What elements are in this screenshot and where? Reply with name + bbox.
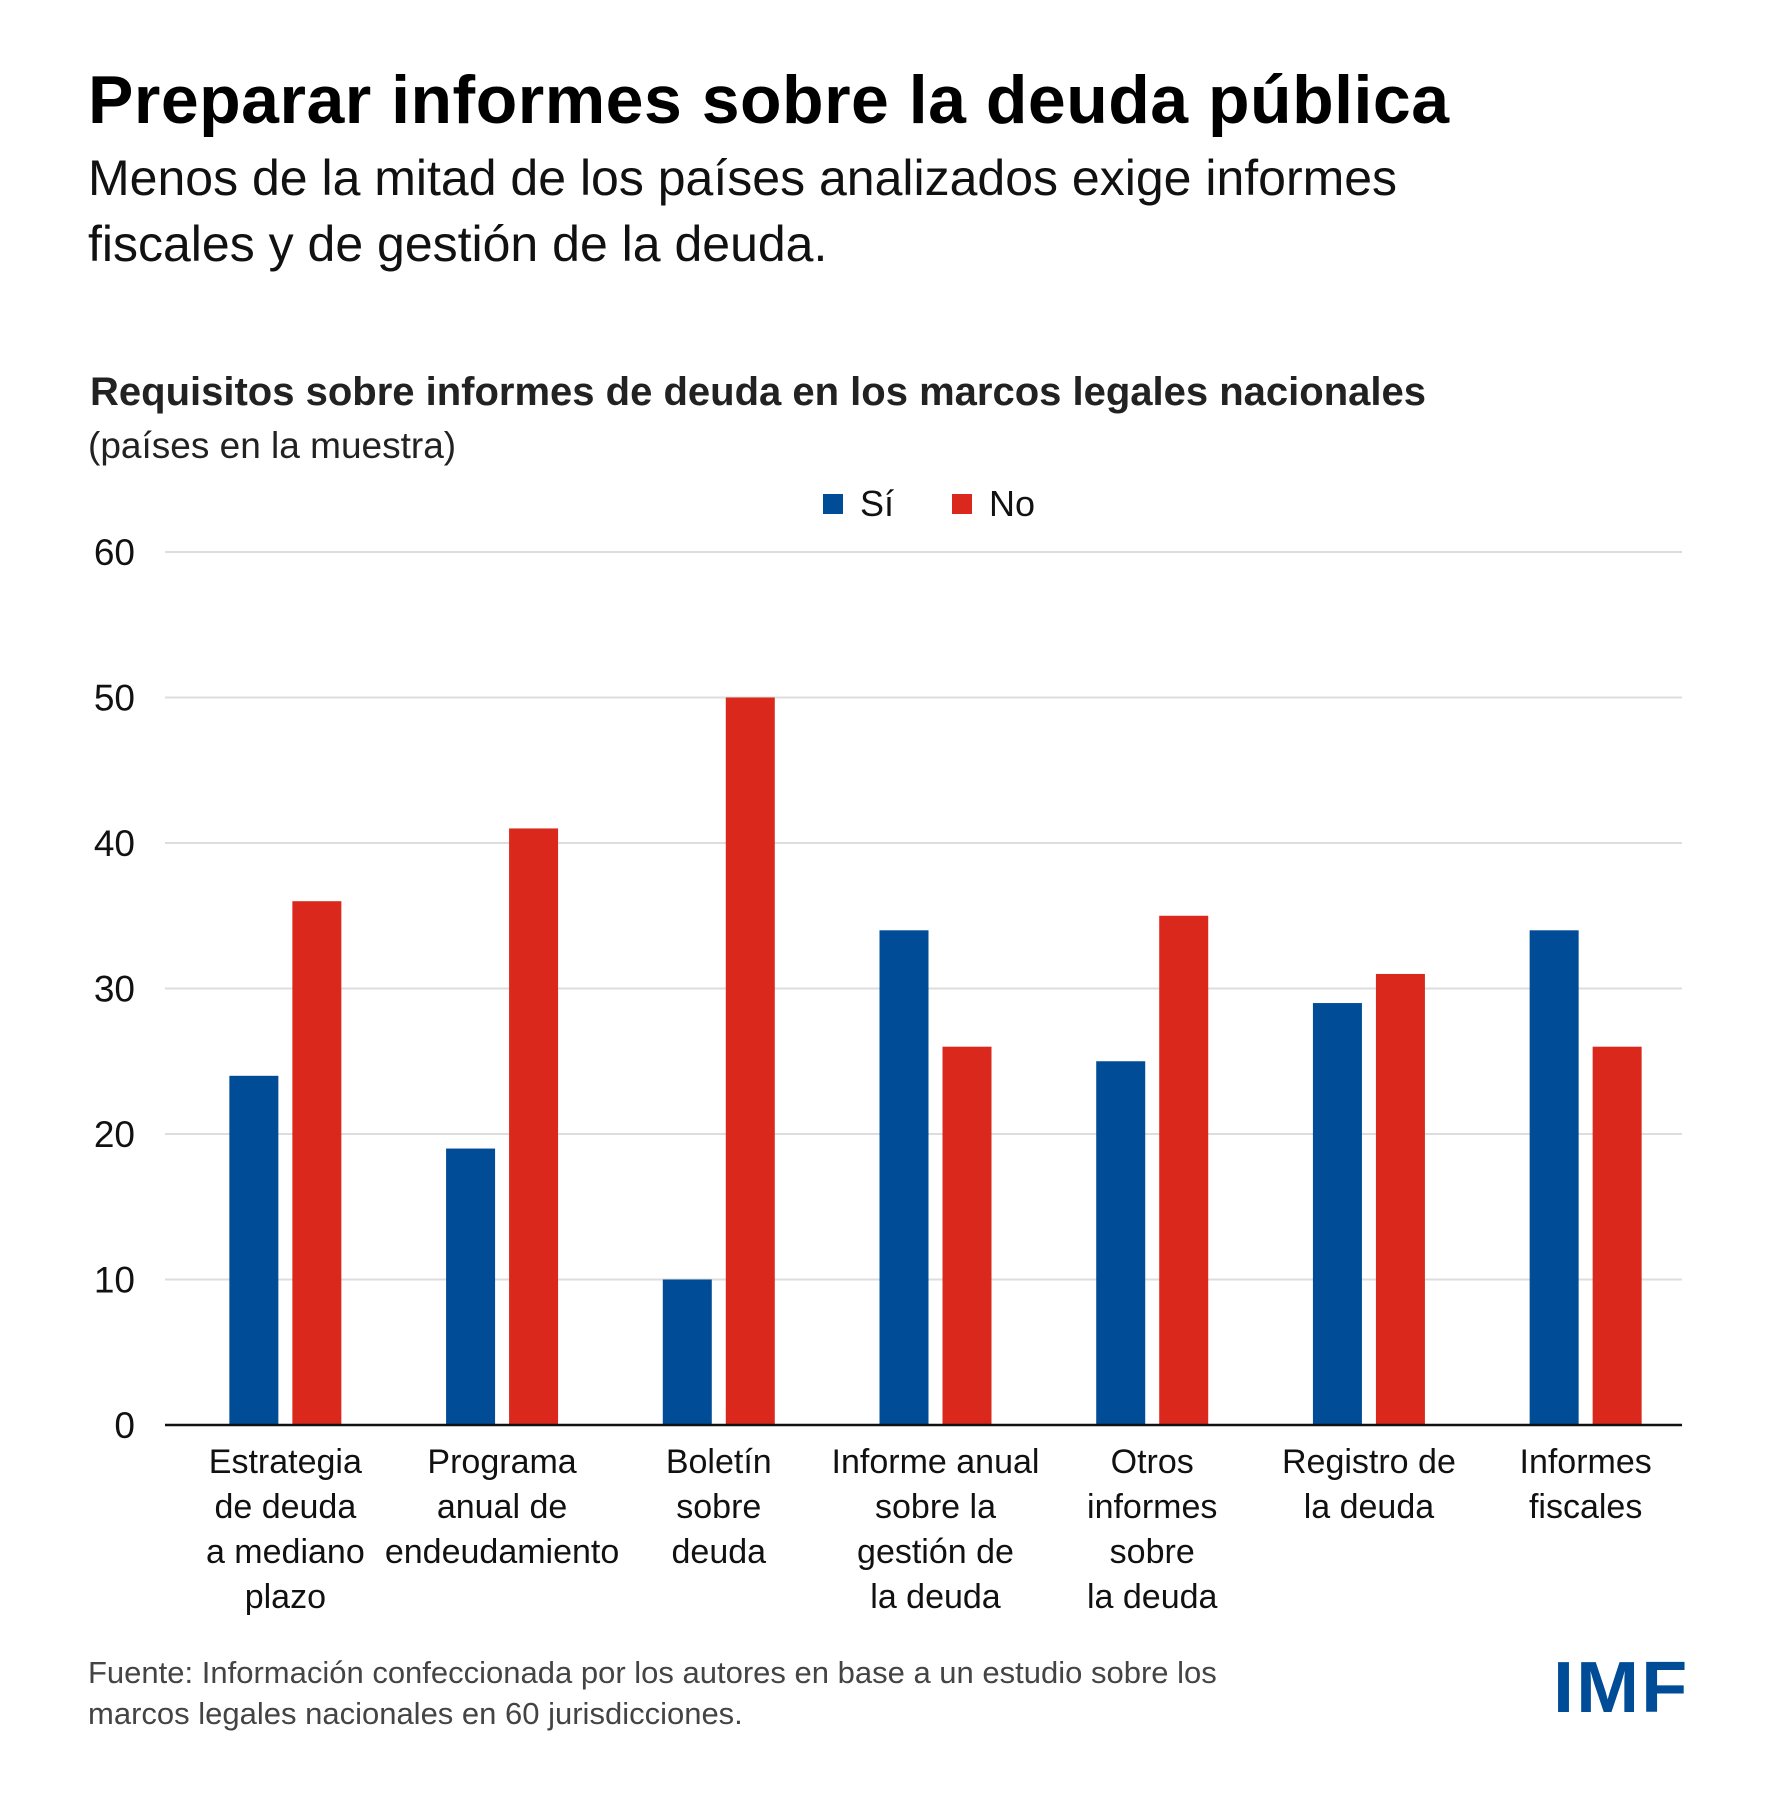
chart-legend: Sí No [823, 483, 1093, 525]
x-tick-label-line: informes [1087, 1488, 1217, 1526]
chart-title: Requisitos sobre informes de deuda en lo… [90, 370, 1426, 414]
y-axis-ticks: 0 10 20 30 40 50 60 [94, 532, 135, 1446]
bar-no [509, 828, 559, 1425]
y-tick-label: 10 [94, 1260, 135, 1301]
x-tick-label-line: Estrategia [209, 1443, 362, 1481]
bar-no [725, 697, 775, 1425]
source-line: Fuente: Información confeccionada por lo… [88, 1655, 1217, 1690]
x-tick-label: Informes fiscales [1520, 1443, 1652, 1526]
bar-no [1592, 1046, 1642, 1425]
y-tick-label: 30 [94, 969, 135, 1010]
y-tick-label: 20 [94, 1114, 135, 1155]
source-note: Fuente: Información confeccionada por lo… [88, 1652, 1217, 1734]
legend-item-si: Sí [823, 483, 894, 525]
bar-si [879, 930, 929, 1425]
x-tick-label-line: la deuda [870, 1578, 1001, 1616]
legend-item-no: No [952, 483, 1035, 525]
x-tick-label-line: Programa [427, 1443, 576, 1481]
bar-no [1375, 973, 1425, 1425]
x-tick-label-line: deuda [672, 1533, 767, 1571]
x-tick-label-line: plazo [245, 1578, 326, 1616]
x-tick-label: Boletín sobre deuda [666, 1443, 772, 1571]
x-tick-label-line: sobre [676, 1488, 761, 1526]
x-tick-label-line: Registro de [1282, 1443, 1456, 1481]
y-tick-label: 0 [114, 1405, 135, 1446]
bar-si [1529, 930, 1579, 1425]
legend-swatch-no [952, 494, 973, 514]
bar-si [1096, 1061, 1146, 1425]
subtitle-line: Menos de la mitad de los países analizad… [88, 150, 1398, 206]
x-tick-label-line: a mediano [206, 1533, 365, 1571]
x-tick-label-line: sobre [1110, 1533, 1195, 1571]
x-tick-label-line: endeudamiento [385, 1533, 619, 1571]
x-tick-label-line: la deuda [1087, 1578, 1218, 1616]
x-tick-label-line: sobre la [875, 1488, 996, 1526]
legend-swatch-si [823, 494, 843, 514]
source-line: marcos legales nacionales en 60 jurisdic… [88, 1696, 743, 1731]
bar-no [292, 901, 342, 1425]
y-tick-label: 40 [94, 823, 135, 864]
x-tick-label: Registro de la deuda [1282, 1443, 1456, 1526]
bar-no [1159, 915, 1209, 1425]
x-tick-label: Programa anual de endeudamiento [385, 1443, 619, 1571]
bar-si [1312, 1003, 1362, 1425]
x-tick-label-line: Informes [1520, 1443, 1652, 1481]
x-tick-label-line: Otros [1111, 1443, 1194, 1481]
legend-label-no: No [989, 483, 1036, 524]
x-tick-label: Estrategia de deuda a mediano plazo [206, 1443, 365, 1616]
subtitle-line: fiscales y de gestión de la deuda. [88, 216, 828, 272]
y-tick-label: 60 [94, 532, 135, 573]
legend-label-si: Sí [860, 483, 895, 524]
x-tick-label-line: Boletín [666, 1443, 772, 1481]
y-tick-label: 50 [94, 678, 135, 719]
x-tick-label-line: fiscales [1529, 1488, 1642, 1526]
bars [229, 697, 1642, 1425]
x-tick-label-line: gestión de [857, 1533, 1014, 1571]
bar-no [942, 1046, 992, 1425]
x-tick-label-line: la deuda [1304, 1488, 1435, 1526]
x-tick-label-line: anual de [437, 1488, 567, 1526]
bar-si [229, 1075, 279, 1425]
x-tick-label: Informe anual sobre la gestión de la deuda [832, 1443, 1040, 1616]
bar-si [662, 1279, 712, 1425]
x-tick-label-line: Informe anual [832, 1443, 1040, 1481]
chart-units: (países en la muestra) [88, 425, 457, 466]
imf-logo: IMF [1553, 1648, 1690, 1728]
x-tick-label: Otros informes sobre la deuda [1087, 1443, 1218, 1616]
page-subtitle: Menos de la mitad de los países analizad… [88, 145, 1588, 277]
x-tick-label-line: de deuda [214, 1488, 356, 1526]
x-axis-labels: Estrategia de deuda a mediano plazo Programa… [206, 1443, 1652, 1616]
page-title: Preparar informes sobre la deuda pública [88, 62, 1450, 138]
bar-si [446, 1148, 496, 1425]
